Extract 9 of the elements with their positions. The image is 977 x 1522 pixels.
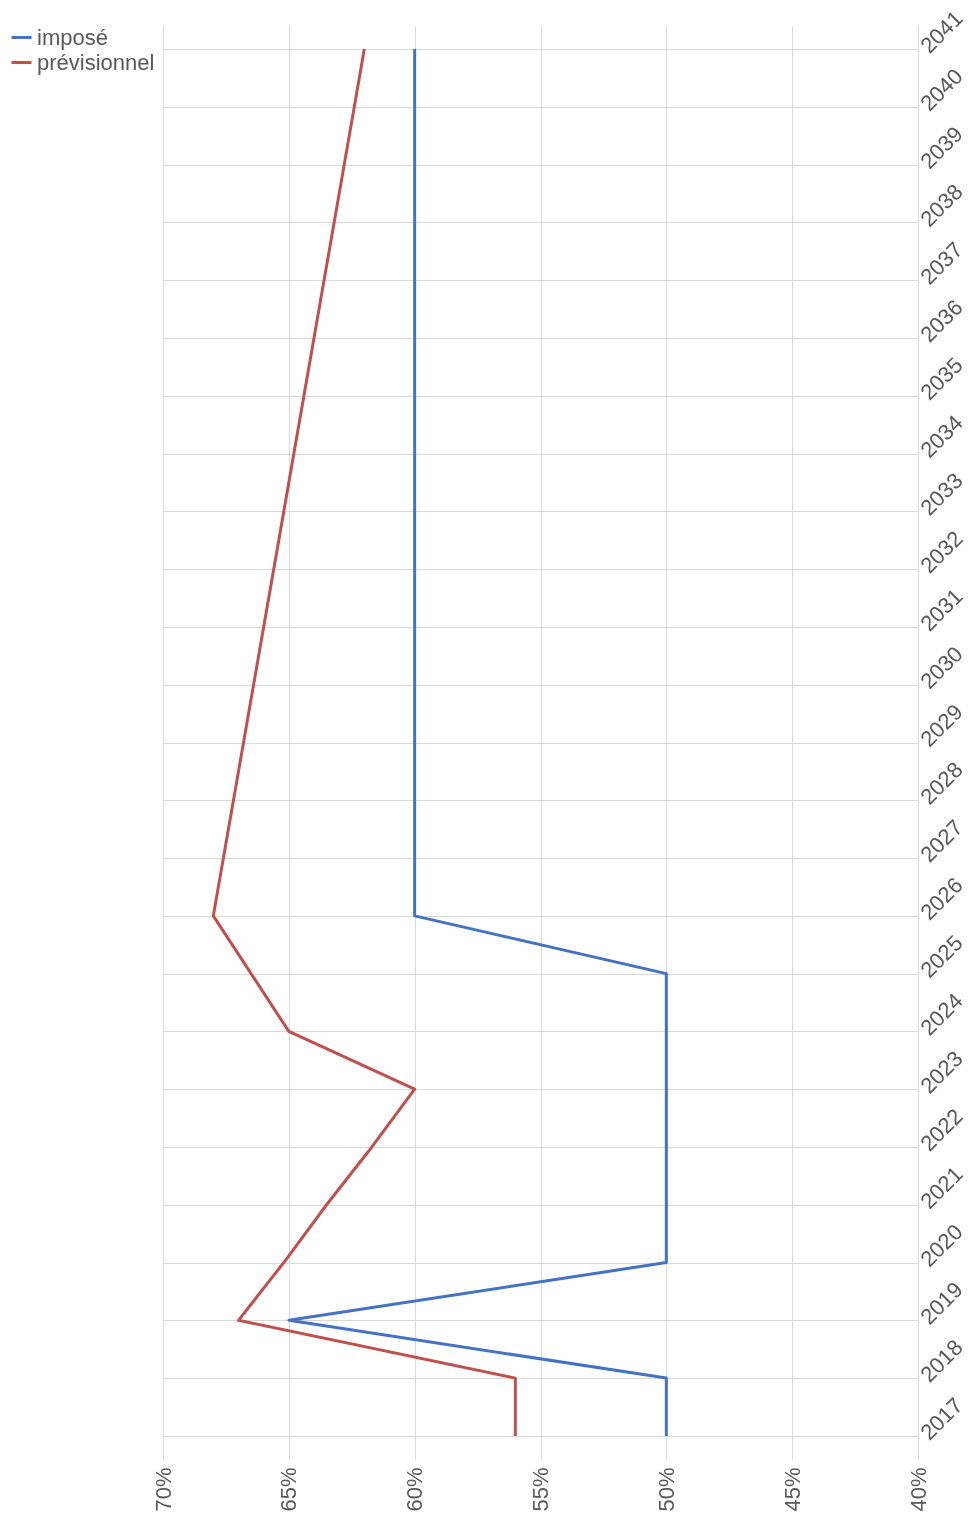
legend-label: prévisionnel [37,49,155,75]
x-tick-label: 65% [276,1467,302,1512]
x-tick-label: 40% [905,1467,931,1512]
legend-label: imposé [37,24,108,50]
x-tick-label: 70% [150,1467,176,1512]
x-tick-label: 50% [653,1467,679,1512]
x-tick-label: 45% [779,1467,805,1512]
x-tick-label: 55% [528,1467,553,1512]
x-tick-label: 60% [402,1467,428,1512]
